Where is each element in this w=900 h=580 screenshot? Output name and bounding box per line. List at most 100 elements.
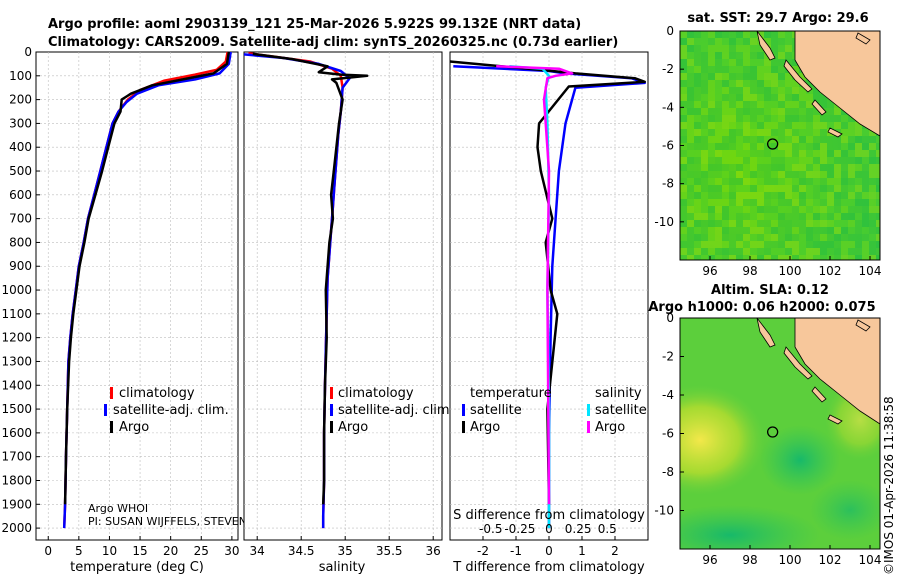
sst-cell (771, 157, 778, 164)
sst-cell (771, 248, 778, 255)
sst-cell (680, 94, 687, 101)
sst-cell (862, 248, 869, 255)
sst-cell (841, 157, 848, 164)
sst-cell (785, 157, 792, 164)
sst-map: sat. SST: 29.7 Argo: 29.6 96 98 100 102 104 0… (654, 11, 881, 278)
sst-cell (694, 80, 701, 87)
sst-cell (855, 255, 862, 260)
y-tick-label: 1100 (1, 307, 32, 321)
sst-cell (855, 157, 862, 164)
sst-cell (757, 45, 764, 52)
sst-cell (694, 178, 701, 185)
sst-cell (827, 150, 834, 157)
y-tick-label: 700 (9, 212, 32, 226)
sst-cell (778, 185, 785, 192)
sst-cell (869, 220, 876, 227)
sst-cell (694, 192, 701, 199)
sst-cell (729, 234, 736, 241)
sst-cell (799, 227, 806, 234)
sst-cell (806, 255, 813, 260)
sst-cell (729, 199, 736, 206)
sst-cell (834, 143, 841, 150)
sst-cell (876, 185, 880, 192)
sst-cell (855, 199, 862, 206)
sst-cell (687, 255, 694, 260)
sst-cell (778, 52, 785, 59)
sst-cell (799, 94, 806, 101)
sst-cell (729, 52, 736, 59)
sst-cell (694, 164, 701, 171)
sst-cell (778, 136, 785, 143)
sst-cell (708, 220, 715, 227)
s-tick-label: 0.25 (565, 522, 592, 536)
sst-cell (848, 129, 855, 136)
sst-cell (750, 38, 757, 45)
figure-title-line2: Climatology: CARS2009. Satellite-adj cli… (48, 35, 618, 50)
sst-cell (834, 255, 841, 260)
sst-cell (729, 129, 736, 136)
sst-cell (806, 108, 813, 115)
sst-cell (694, 220, 701, 227)
sst-cell (701, 94, 708, 101)
sst-cell (876, 143, 880, 150)
sst-cell (813, 255, 820, 260)
sst-cell (778, 143, 785, 150)
sst-cell (694, 199, 701, 206)
sst-cell (701, 115, 708, 122)
map-x-tick-label: 102 (819, 553, 842, 567)
sst-cell (778, 227, 785, 234)
sst-cell (729, 38, 736, 45)
sst-cell (687, 248, 694, 255)
sst-cell (799, 248, 806, 255)
sst-cell (827, 108, 834, 115)
sst-cell (694, 94, 701, 101)
sst-cell (869, 164, 876, 171)
sst-cell (806, 178, 813, 185)
sst-cell (680, 157, 687, 164)
sst-cell (687, 150, 694, 157)
sst-cell (757, 80, 764, 87)
sst-cell (799, 108, 806, 115)
sst-cell (722, 192, 729, 199)
sst-cell (855, 178, 862, 185)
sst-cell (687, 66, 694, 73)
series-line-argo (63, 51, 231, 505)
sst-cell (750, 80, 757, 87)
sst-cell (701, 213, 708, 220)
sst-cell (701, 192, 708, 199)
sst-cell (799, 150, 806, 157)
sst-cell (771, 94, 778, 101)
sst-cell (820, 171, 827, 178)
sst-cell (820, 213, 827, 220)
sst-cell (785, 38, 792, 45)
sst-cell (820, 192, 827, 199)
sst-cell (771, 164, 778, 171)
sst-cell (743, 213, 750, 220)
y-tick-label: 1600 (1, 426, 32, 440)
sst-cell (701, 87, 708, 94)
sst-cell (834, 157, 841, 164)
sst-cell (813, 143, 820, 150)
legend-swatch-t-argo (462, 421, 465, 433)
sst-cell (771, 227, 778, 234)
sst-cell (715, 157, 722, 164)
sst-cell (834, 234, 841, 241)
s-tick-label: 0 (545, 522, 553, 536)
sst-cell (743, 143, 750, 150)
sst-cell (715, 178, 722, 185)
sst-cell (827, 101, 834, 108)
legend-climatology: climatology (119, 386, 195, 401)
sst-cell (764, 171, 771, 178)
sst-cell (799, 122, 806, 129)
sst-cell (764, 108, 771, 115)
sst-cell (785, 199, 792, 206)
sst-cell (722, 185, 729, 192)
sst-cell (785, 227, 792, 234)
sst-cell (827, 234, 834, 241)
sst-cell (806, 122, 813, 129)
x-tick-label: -2 (477, 544, 489, 558)
sst-cell (778, 31, 785, 38)
sst-cell (771, 171, 778, 178)
sst-cell (764, 80, 771, 87)
sst-cell (701, 164, 708, 171)
